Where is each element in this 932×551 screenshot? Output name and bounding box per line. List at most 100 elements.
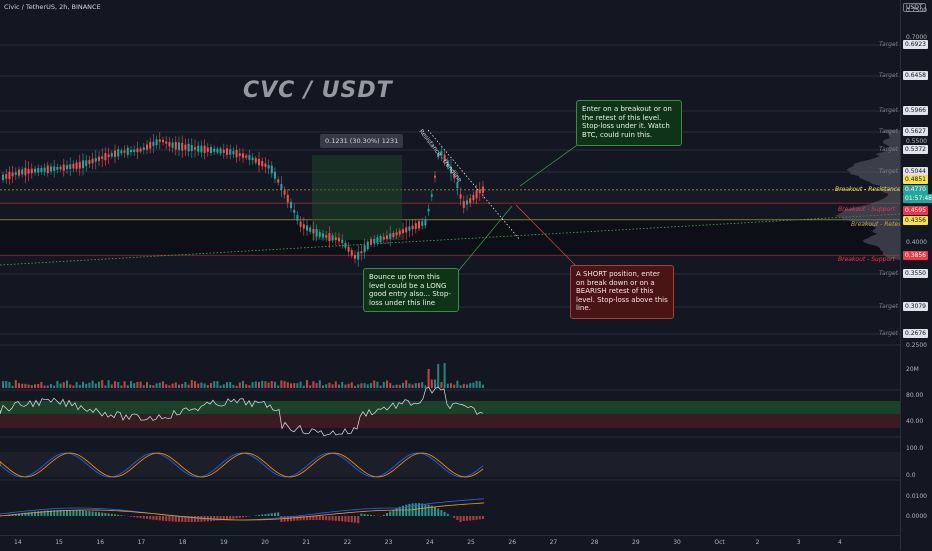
candle bbox=[258, 159, 260, 165]
volume-bar bbox=[229, 382, 231, 388]
volume-bar bbox=[431, 380, 433, 388]
time-axis-label: 22 bbox=[344, 539, 352, 546]
macd-histogram-bar bbox=[364, 514, 366, 516]
volume-bar bbox=[376, 382, 378, 388]
price-tag-price-0-4595: 0.4595 bbox=[903, 206, 928, 215]
volume-bar bbox=[367, 384, 369, 388]
candle bbox=[405, 227, 407, 232]
macd-histogram-bar bbox=[424, 504, 426, 516]
callout-bounce-long: Bounce up from this level could be a LON… bbox=[363, 268, 459, 312]
time-axis-label: 30 bbox=[673, 539, 681, 546]
candle bbox=[79, 162, 81, 169]
candle bbox=[15, 172, 17, 174]
macd-histogram-bar bbox=[242, 516, 244, 517]
volume-bar bbox=[66, 381, 68, 388]
candle bbox=[287, 195, 289, 203]
candle bbox=[184, 145, 186, 150]
candle bbox=[207, 148, 209, 152]
target-label: Target bbox=[879, 303, 898, 310]
macd-histogram-bar bbox=[162, 516, 164, 521]
macd-histogram-bar bbox=[264, 514, 266, 516]
volume-bar bbox=[172, 384, 174, 388]
volume-bar bbox=[351, 382, 353, 388]
macd-histogram-bar bbox=[133, 516, 135, 517]
volume-bar bbox=[415, 383, 417, 388]
macd-histogram-bar bbox=[482, 516, 484, 519]
candle bbox=[376, 237, 378, 243]
volume-bar bbox=[152, 385, 154, 388]
volume-bar bbox=[332, 384, 334, 388]
time-axis-label: 16 bbox=[96, 539, 104, 546]
candle bbox=[165, 142, 167, 144]
candle bbox=[2, 175, 4, 180]
time-axis-label: 15 bbox=[55, 539, 63, 546]
macd-histogram-bar bbox=[114, 514, 116, 516]
macd-histogram-bar bbox=[95, 512, 97, 516]
macd-histogram-bar bbox=[367, 514, 369, 516]
volume-bar bbox=[140, 382, 142, 388]
candle bbox=[21, 169, 23, 174]
candle bbox=[328, 233, 330, 241]
macd-histogram-bar bbox=[274, 513, 276, 516]
candle bbox=[204, 146, 206, 153]
volume-bar bbox=[450, 383, 452, 388]
volume-bar bbox=[114, 381, 116, 388]
volume-bar bbox=[402, 383, 404, 388]
candle bbox=[402, 229, 404, 233]
candle bbox=[146, 145, 148, 150]
volume-bar bbox=[162, 381, 164, 388]
candle bbox=[136, 148, 138, 152]
macd-histogram-bar bbox=[111, 514, 113, 516]
volume-bar bbox=[194, 381, 196, 388]
volume-bar bbox=[296, 383, 298, 388]
volume-bar bbox=[344, 385, 346, 388]
candle bbox=[156, 139, 158, 145]
volume-bar bbox=[15, 380, 17, 388]
volume-bar bbox=[159, 383, 161, 388]
candle bbox=[66, 165, 68, 169]
macd-histogram-bar bbox=[168, 516, 170, 521]
volume-bar bbox=[469, 383, 471, 388]
candle bbox=[210, 147, 212, 153]
volume-bar bbox=[76, 382, 78, 388]
macd-histogram-bar bbox=[258, 515, 260, 516]
candle bbox=[53, 166, 55, 170]
candle bbox=[92, 159, 94, 163]
macd-histogram-bar bbox=[373, 515, 375, 516]
macd-histogram-bar bbox=[351, 516, 353, 522]
volume-bar bbox=[104, 385, 106, 388]
time-axis-label: 14 bbox=[14, 539, 22, 546]
volume-bar bbox=[220, 385, 222, 388]
target-label: Target bbox=[879, 146, 898, 153]
macd-histogram-bar bbox=[389, 511, 391, 516]
candle bbox=[37, 168, 39, 173]
candle bbox=[248, 155, 250, 160]
target-price-tag: 0.6923 bbox=[903, 40, 928, 49]
volume-bar bbox=[40, 382, 42, 388]
volume-bar bbox=[168, 385, 170, 388]
macd-histogram-bar bbox=[232, 516, 234, 519]
level-label-breakout-support-upper: Breakout - Support bbox=[838, 206, 895, 213]
macd-histogram-bar bbox=[245, 516, 247, 517]
volume-bar bbox=[328, 383, 330, 388]
volume-bar bbox=[44, 386, 46, 388]
candle bbox=[226, 148, 228, 154]
macd-histogram-bar bbox=[117, 515, 119, 516]
candle bbox=[364, 245, 366, 252]
candle bbox=[85, 160, 87, 166]
price-axis-tick: 0.7500 bbox=[906, 7, 927, 14]
candle bbox=[460, 194, 462, 198]
volume-bar bbox=[136, 382, 138, 388]
candle bbox=[280, 184, 282, 190]
macd-histogram-bar bbox=[66, 510, 68, 516]
candle bbox=[296, 215, 298, 221]
candle bbox=[178, 142, 180, 149]
macd-histogram-bar bbox=[469, 516, 471, 520]
candle bbox=[380, 236, 382, 242]
candle bbox=[370, 239, 372, 245]
volume-bar bbox=[268, 383, 270, 388]
candle bbox=[191, 145, 193, 151]
candle bbox=[303, 224, 305, 228]
volume-bar bbox=[322, 385, 324, 388]
